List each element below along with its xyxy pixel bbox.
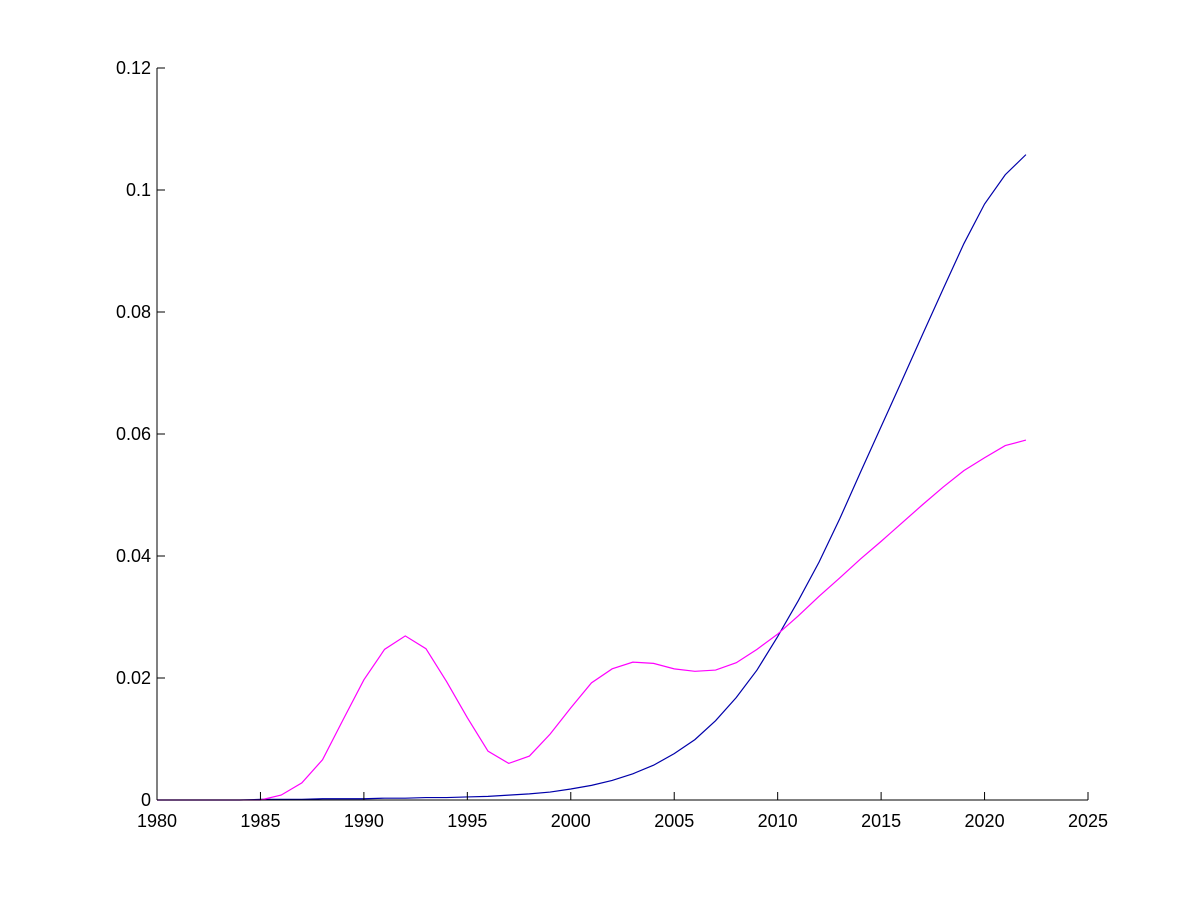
series-line-1 bbox=[157, 154, 1027, 801]
x-tick-label-1980: 1980 bbox=[137, 811, 177, 831]
x-tick-label-1985: 1985 bbox=[240, 811, 280, 831]
y-tick-label-0.1: 0.1 bbox=[126, 180, 151, 200]
axes-layer bbox=[156, 68, 1088, 801]
y-tick-label-0.04: 0.04 bbox=[116, 546, 151, 566]
x-tick-label-1990: 1990 bbox=[344, 811, 384, 831]
y-tick-label-0.02: 0.02 bbox=[116, 668, 151, 688]
y-tick-label-0.08: 0.08 bbox=[116, 302, 151, 322]
series-layer bbox=[157, 154, 1027, 801]
y-tick-label-0: 0 bbox=[141, 790, 151, 810]
x-tick-label-1995: 1995 bbox=[447, 811, 487, 831]
x-tick-label-2025: 2025 bbox=[1068, 811, 1108, 831]
ticks-layer: 1980 1985 1990 1995 2000 2005 2010 2015 2020 2025… bbox=[116, 58, 1108, 831]
y-tick-label-0.06: 0.06 bbox=[116, 424, 151, 444]
x-tick-label-2015: 2015 bbox=[861, 811, 901, 831]
y-tick-label-0.12: 0.12 bbox=[116, 58, 151, 78]
x-tick-label-2010: 2010 bbox=[758, 811, 798, 831]
x-tick-label-2000: 2000 bbox=[551, 811, 591, 831]
x-tick-label-2005: 2005 bbox=[654, 811, 694, 831]
series-line-2 bbox=[157, 439, 1027, 801]
x-tick-label-2020: 2020 bbox=[965, 811, 1005, 831]
